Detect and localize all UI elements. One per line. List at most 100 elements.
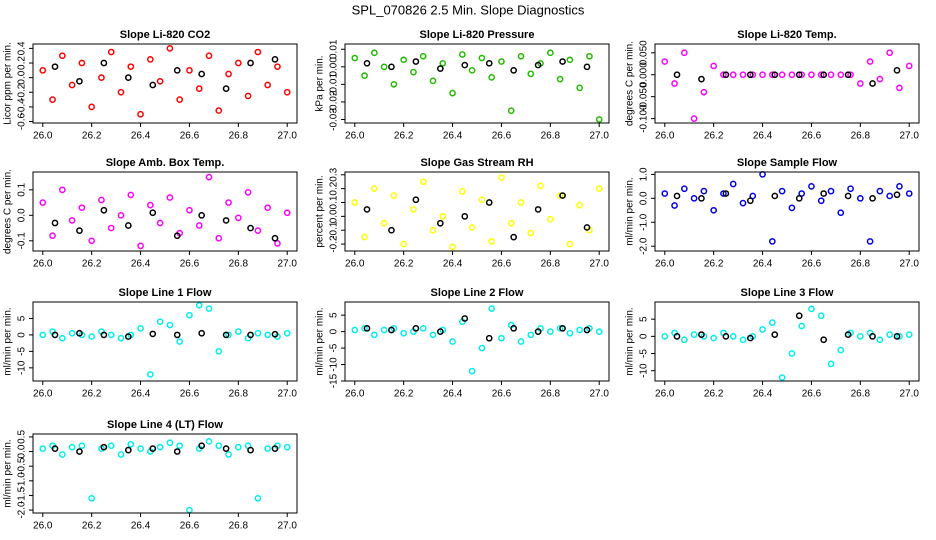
data-point [566, 56, 574, 64]
data-point [166, 321, 174, 329]
data-point [137, 110, 144, 118]
data-point [700, 187, 708, 195]
plot-frame [344, 43, 610, 124]
x-tick-label: 26.4 [753, 389, 773, 400]
data-point [468, 367, 476, 375]
panel-title: Slope Line 1 Flow [119, 287, 212, 299]
data-point [419, 324, 427, 332]
y-tick-label: -5 [17, 346, 28, 355]
data-point [254, 495, 262, 502]
data-point [680, 49, 688, 57]
data-point [137, 324, 144, 332]
y-tick-label: 0.2 [17, 56, 28, 70]
data-point [534, 328, 542, 335]
data-point [458, 188, 466, 195]
data-point [264, 81, 272, 89]
data-point [380, 219, 388, 227]
data-point [205, 52, 213, 60]
data-point [107, 442, 115, 450]
data-point [410, 206, 417, 213]
data-point [527, 331, 535, 339]
data-point [498, 58, 505, 65]
panel-title: Slope Li-820 CO2 [120, 29, 210, 41]
panel: Slope Sample Flow ml/min per min. 26.0 26.2… [625, 157, 920, 270]
y-axis-label: degrees C per min. [625, 41, 636, 126]
data-point [400, 240, 408, 248]
data-point [412, 196, 420, 204]
panel-title: Slope Gas Stream RH [420, 157, 533, 169]
data-point [370, 49, 378, 57]
data-point [388, 326, 395, 334]
plot-frame [32, 171, 298, 252]
data-point [127, 63, 135, 71]
data-point [215, 234, 223, 242]
panel: Slope Gas Stream RH percent per min. 26.0 2… [315, 157, 610, 270]
data-point [439, 59, 447, 67]
data-point [283, 443, 291, 451]
x-tick-label: 27.0 [277, 131, 297, 142]
x-tick-label: 26.0 [345, 131, 365, 142]
y-tick-label: -0.050 [639, 82, 650, 111]
data-point [49, 96, 56, 103]
data-point [827, 360, 835, 368]
data-point [876, 187, 884, 195]
data-point [546, 215, 554, 223]
data-point [583, 224, 591, 231]
data-point [222, 217, 230, 224]
data-point [517, 52, 525, 60]
data-point [869, 194, 876, 202]
data-point [410, 68, 417, 76]
data-point [173, 66, 181, 74]
y-axis-label: Licor ppm per min. [3, 42, 14, 125]
data-point [117, 334, 125, 342]
data-point [468, 224, 476, 231]
data-point [76, 227, 83, 234]
x-tick-label: 26.2 [704, 389, 724, 400]
data-point [363, 324, 371, 332]
x-tick-label: 26.4 [131, 259, 151, 270]
data-point [107, 224, 115, 232]
data-point [856, 332, 864, 340]
data-point [595, 116, 603, 123]
data-point [488, 74, 496, 81]
data-point [827, 187, 835, 195]
data-point [690, 115, 698, 122]
data-point [510, 66, 518, 74]
x-tick-label: 26.6 [180, 131, 200, 142]
data-point [837, 209, 845, 217]
data-point [370, 185, 378, 192]
data-point [264, 331, 272, 339]
data-point [215, 348, 223, 355]
data-point [149, 209, 157, 217]
data-point [254, 48, 262, 56]
y-tick-label: -0.03 [329, 108, 340, 131]
data-point [264, 204, 272, 212]
data-point [820, 71, 828, 79]
data-point [117, 211, 125, 219]
data-point [698, 331, 705, 338]
data-point [51, 445, 59, 452]
data-point [749, 71, 757, 79]
y-axis-label: ml/min per min. [625, 307, 636, 375]
data-point [117, 451, 125, 458]
y-tick-label: 0.050 [639, 40, 650, 65]
x-tick-label: 26.2 [704, 259, 724, 270]
data-point [222, 85, 230, 92]
data-point [690, 194, 698, 202]
data-point [225, 451, 232, 458]
data-point [78, 59, 86, 67]
data-point [586, 52, 593, 60]
y-tick-label: 0.2 [329, 181, 340, 195]
y-tick-label: -10 [639, 363, 650, 378]
y-tick-label: 0.000 [639, 62, 650, 87]
data-point [498, 174, 505, 181]
data-point [576, 201, 584, 209]
data-point [739, 336, 747, 344]
data-point [107, 331, 115, 339]
data-point [710, 206, 718, 214]
data-point [100, 59, 108, 67]
x-tick-label: 26.0 [33, 131, 53, 142]
y-tick-label: 5 [17, 315, 28, 321]
data-point [788, 71, 796, 79]
